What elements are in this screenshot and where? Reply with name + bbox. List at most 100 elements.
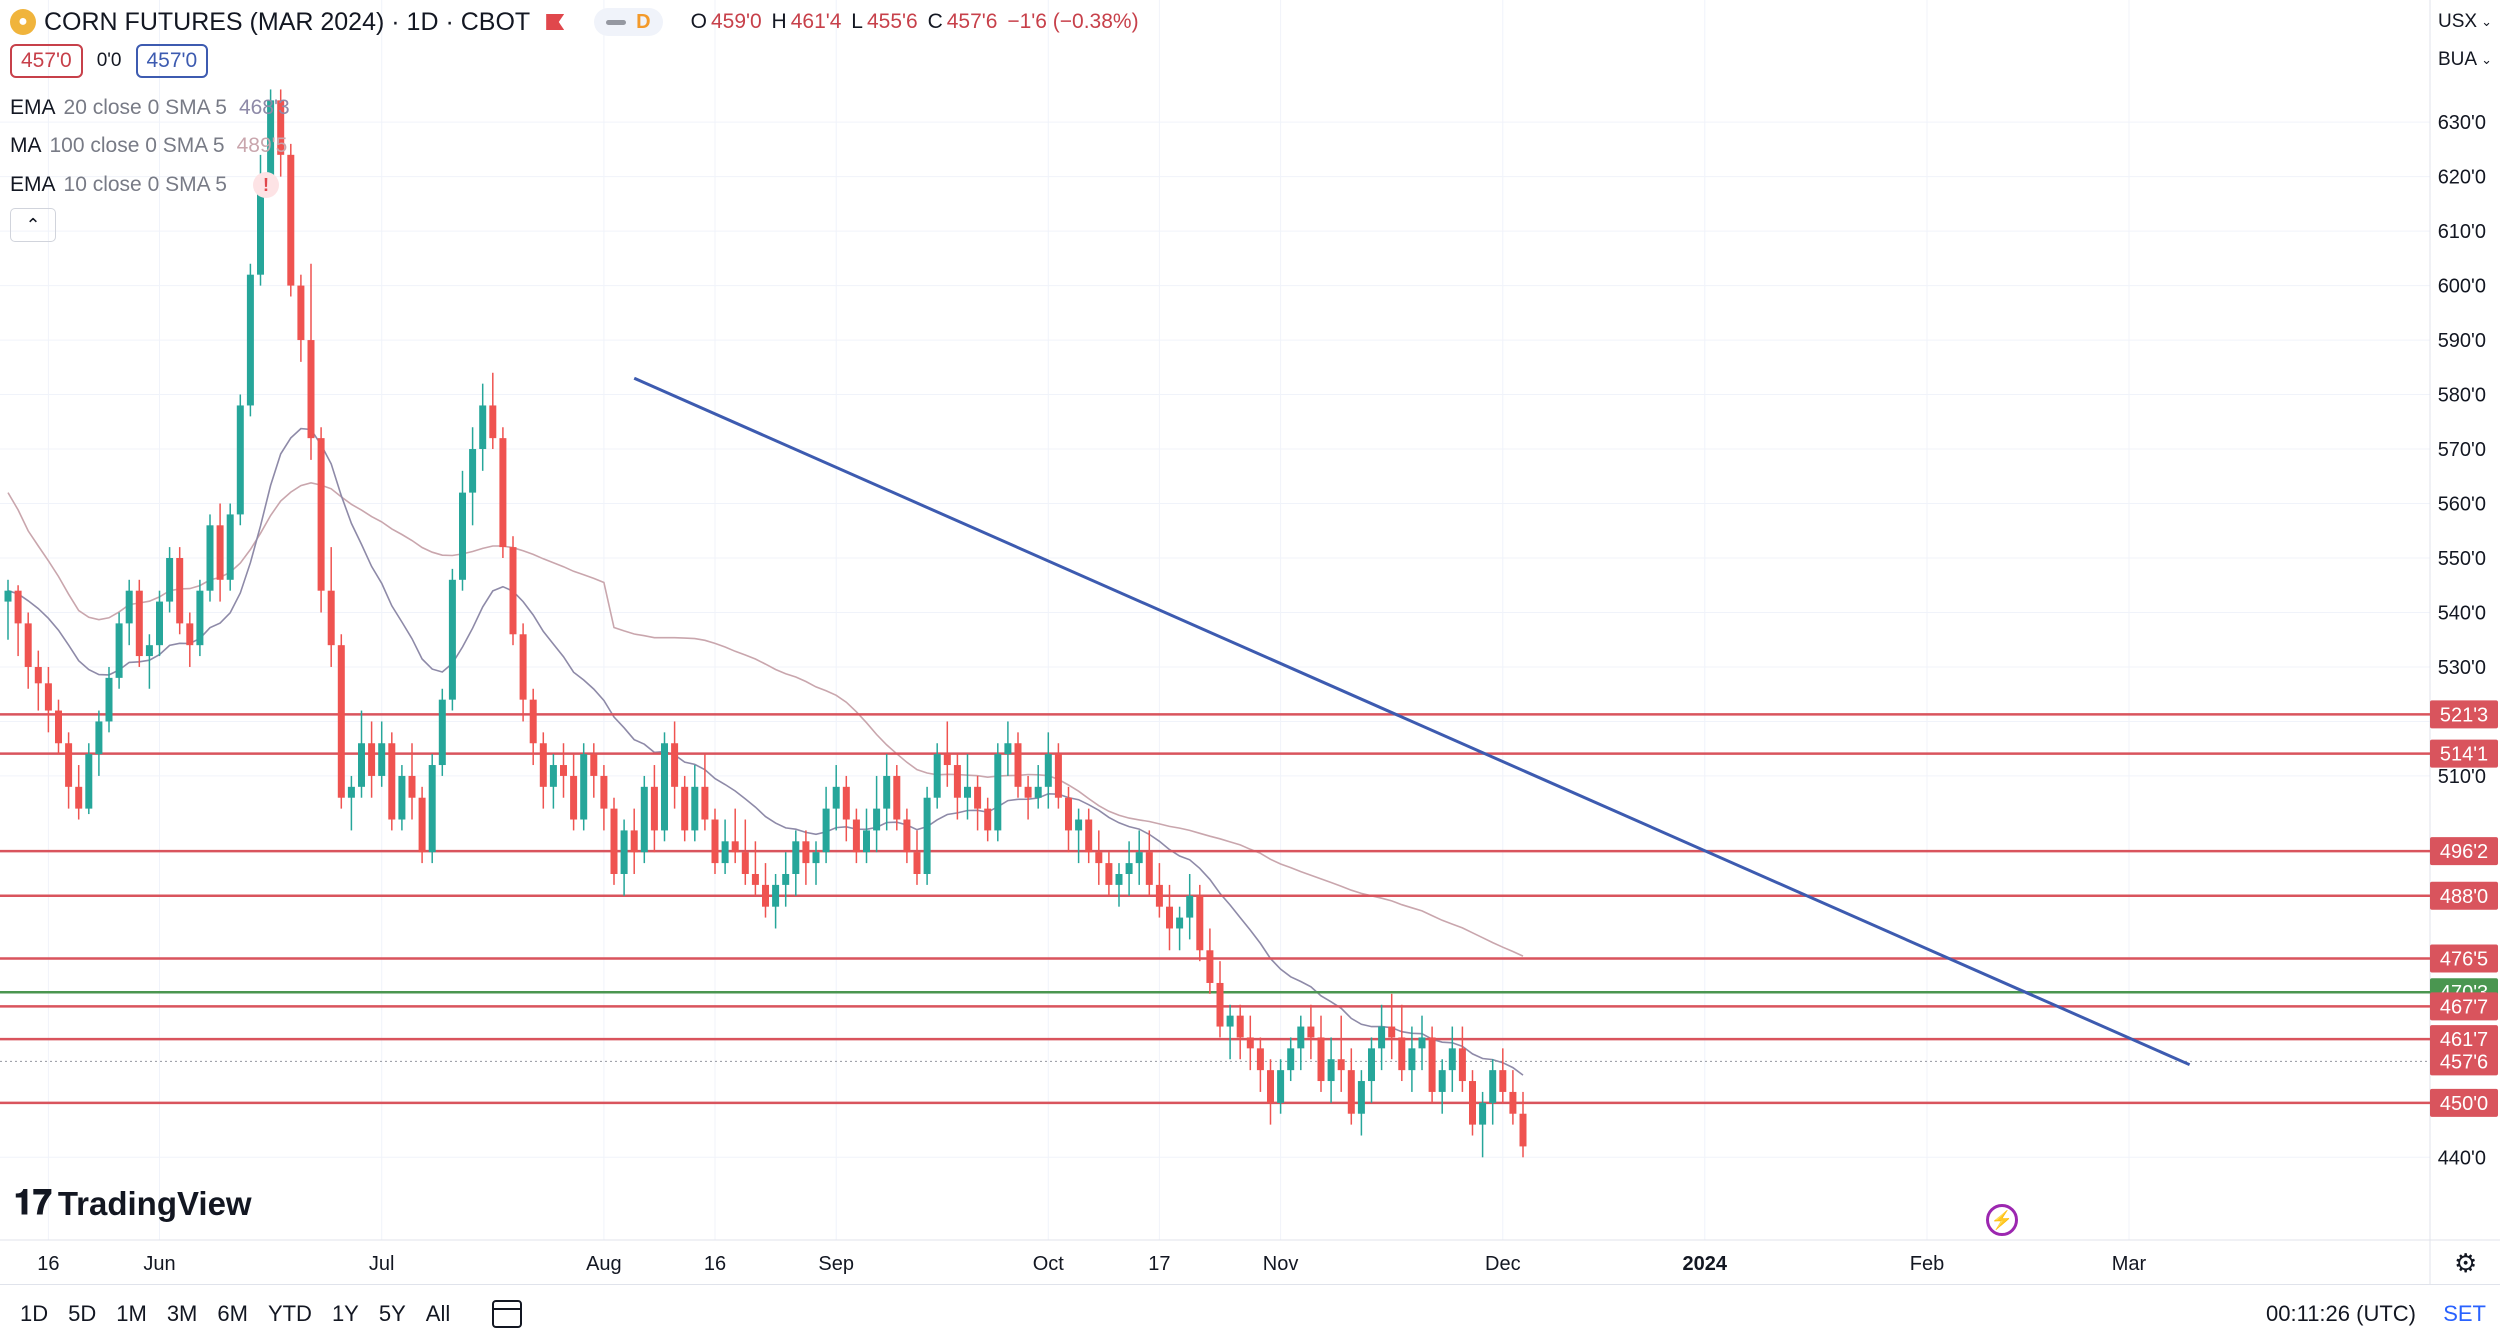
candle-body: [1418, 1037, 1426, 1049]
error-icon[interactable]: !: [252, 172, 279, 198]
level-label-text: 514'1: [2440, 744, 2488, 766]
candle-body: [1236, 1015, 1244, 1038]
level-label-text: 476'5: [2440, 948, 2488, 970]
clock[interactable]: 00:11:26 (UTC): [2266, 1301, 2416, 1326]
tradingview-logo[interactable]: 𝟏𝟕 TradingView: [14, 1184, 252, 1223]
candle-body: [1428, 1037, 1436, 1092]
level-price-label: 514'1: [2430, 739, 2498, 768]
range-1d[interactable]: 1D: [20, 1301, 49, 1326]
candle: [4, 579, 12, 640]
candle-body: [438, 699, 446, 766]
candle-body: [388, 743, 396, 820]
candle-body: [1135, 852, 1143, 864]
candle-body: [459, 492, 466, 580]
range-5y[interactable]: 5Y: [378, 1301, 406, 1326]
chevron-down-icon: ⌄: [2481, 52, 2492, 67]
candle-body: [216, 525, 224, 580]
price-axis-labels: 440'0 510'0 530'0 540'0 550'0 560'0 570'0 580'0…: [2438, 112, 2486, 1169]
candle: [44, 666, 52, 733]
candle-body: [75, 786, 83, 809]
candle: [1145, 830, 1153, 896]
candle: [610, 797, 618, 885]
flag-icon[interactable]: [546, 14, 565, 30]
candle-body: [1044, 754, 1052, 787]
candle-body: [1357, 1081, 1365, 1114]
candle-body: [398, 775, 406, 820]
candle: [1388, 993, 1396, 1060]
candle: [1368, 1037, 1375, 1103]
candle: [1125, 841, 1133, 896]
range-5d[interactable]: 5D: [68, 1301, 97, 1326]
range-3m[interactable]: 3M: [166, 1301, 198, 1326]
candle: [34, 650, 42, 711]
candle-body: [1337, 1059, 1345, 1071]
range-1m[interactable]: 1M: [116, 1301, 147, 1326]
candle: [428, 754, 436, 864]
last-price-label: 457'6: [2430, 1047, 2498, 1076]
candle-body: [1014, 743, 1022, 787]
indicator-ema10[interactable]: EMA 10 close 0 SMA 5 !: [10, 172, 279, 198]
candle: [650, 765, 658, 853]
candle: [600, 765, 608, 831]
session-button[interactable]: SET: [2443, 1301, 2486, 1326]
session-pill[interactable]: D: [594, 8, 663, 36]
candle: [125, 579, 133, 646]
candle: [347, 775, 355, 831]
range-6m[interactable]: 6M: [217, 1301, 248, 1326]
candle: [721, 819, 729, 874]
indicator-params: 100 close 0 SMA 5: [49, 134, 225, 157]
candle: [1034, 765, 1042, 809]
lightning-icon[interactable]: ⚡: [1986, 1204, 2018, 1236]
indicator-ema20[interactable]: EMA 20 close 0 SMA 5 468'3: [10, 96, 290, 120]
price-chart[interactable]: 440'0 510'0 530'0 540'0 550'0 560'0 570'0 580'0…: [0, 0, 2500, 1284]
candle: [418, 786, 426, 864]
calendar-icon[interactable]: [492, 1300, 523, 1328]
collapse-legend-button[interactable]: ⌃: [10, 208, 56, 242]
candle: [135, 579, 143, 667]
level-label-bg: [2430, 739, 2498, 768]
candle-body: [1125, 863, 1133, 874]
candle-body: [1448, 1048, 1456, 1071]
range-all[interactable]: All: [425, 1301, 451, 1326]
time-tick-label: 16: [37, 1253, 59, 1275]
candle-body: [883, 775, 891, 809]
candle-body: [176, 558, 184, 624]
candle: [1418, 1015, 1426, 1071]
candle: [842, 775, 850, 842]
candle: [479, 383, 487, 471]
candle-body: [358, 743, 365, 787]
candle: [1408, 1026, 1416, 1092]
range-1y[interactable]: 1Y: [331, 1301, 359, 1326]
candle-body: [1347, 1070, 1355, 1114]
candle: [1236, 1004, 1244, 1060]
time-tick-label: Jun: [143, 1253, 175, 1275]
candle-body: [156, 601, 163, 646]
symbol-title[interactable]: CORN FUTURES (MAR 2024) · 1D · CBOT: [44, 7, 531, 36]
currency-label: USX: [2438, 11, 2478, 32]
buy-price-button[interactable]: 457'0: [135, 44, 209, 78]
candle: [459, 470, 466, 591]
candle: [994, 743, 1002, 842]
candle: [368, 721, 376, 798]
currency-selector[interactable]: USX ⌄: [2434, 4, 2496, 40]
range-ytd[interactable]: YTD: [267, 1301, 312, 1326]
candle-body: [661, 743, 668, 831]
candle: [519, 623, 527, 722]
candle-body: [1469, 1081, 1476, 1125]
candle: [1469, 1070, 1476, 1136]
sell-price-button[interactable]: 457'0: [10, 44, 83, 78]
candle-body: [1519, 1113, 1527, 1147]
price-tick-label: 440'0: [2438, 1147, 2486, 1169]
candle: [75, 765, 83, 820]
gear-icon[interactable]: ⚙: [2454, 1248, 2478, 1278]
candle: [701, 754, 709, 831]
unit-selector[interactable]: BUA ⌄: [2434, 42, 2496, 78]
candle: [1479, 1091, 1487, 1158]
candle-body: [762, 884, 769, 907]
candle-body: [1024, 786, 1032, 798]
candle-body: [863, 830, 870, 853]
candle: [570, 754, 578, 831]
candle-body: [34, 666, 42, 684]
indicator-ma100[interactable]: MA 100 close 0 SMA 5 489'5: [10, 134, 287, 158]
candle-body: [630, 830, 638, 853]
